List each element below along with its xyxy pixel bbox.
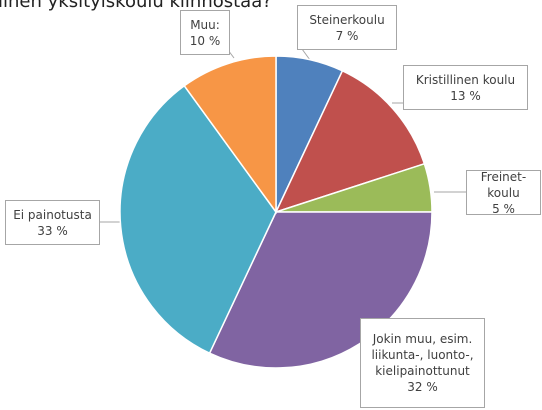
value-label: 10 % [189,33,221,48]
data-label: Kristillinen koulu 13 % [403,65,528,110]
category-label: Muu: [190,17,220,32]
category-label: Jokin muu, esim. liikunta-, luonto-, kie… [371,332,474,378]
value-label: 32 % [407,380,438,394]
category-label: Ei painotusta [13,207,92,222]
leader-line [301,48,311,61]
data-label: Muu: 10 % [180,10,230,55]
data-label: Ei painotusta 33 % [5,200,100,245]
value-label: 7 % [335,28,359,43]
pie-slice [274,69,426,214]
value-label: 13 % [450,88,481,103]
pie-slice [119,84,277,355]
value-label: 5 % [492,201,515,216]
category-label: Kristillinen koulu [415,72,516,87]
data-label: Freinet-koulu 5 % [466,169,541,216]
category-label: Steinerkoulu [309,12,385,27]
chart-title: linen yksityiskoulu kiinnostaa? [0,0,272,12]
pie-slice [183,55,277,215]
value-label: 33 % [37,223,68,238]
data-label: Jokin muu, esim. liikunta-, luonto-, kie… [360,318,485,408]
category-label: Freinet-koulu [480,169,527,200]
data-label: Steinerkoulu 7 % [297,5,397,50]
